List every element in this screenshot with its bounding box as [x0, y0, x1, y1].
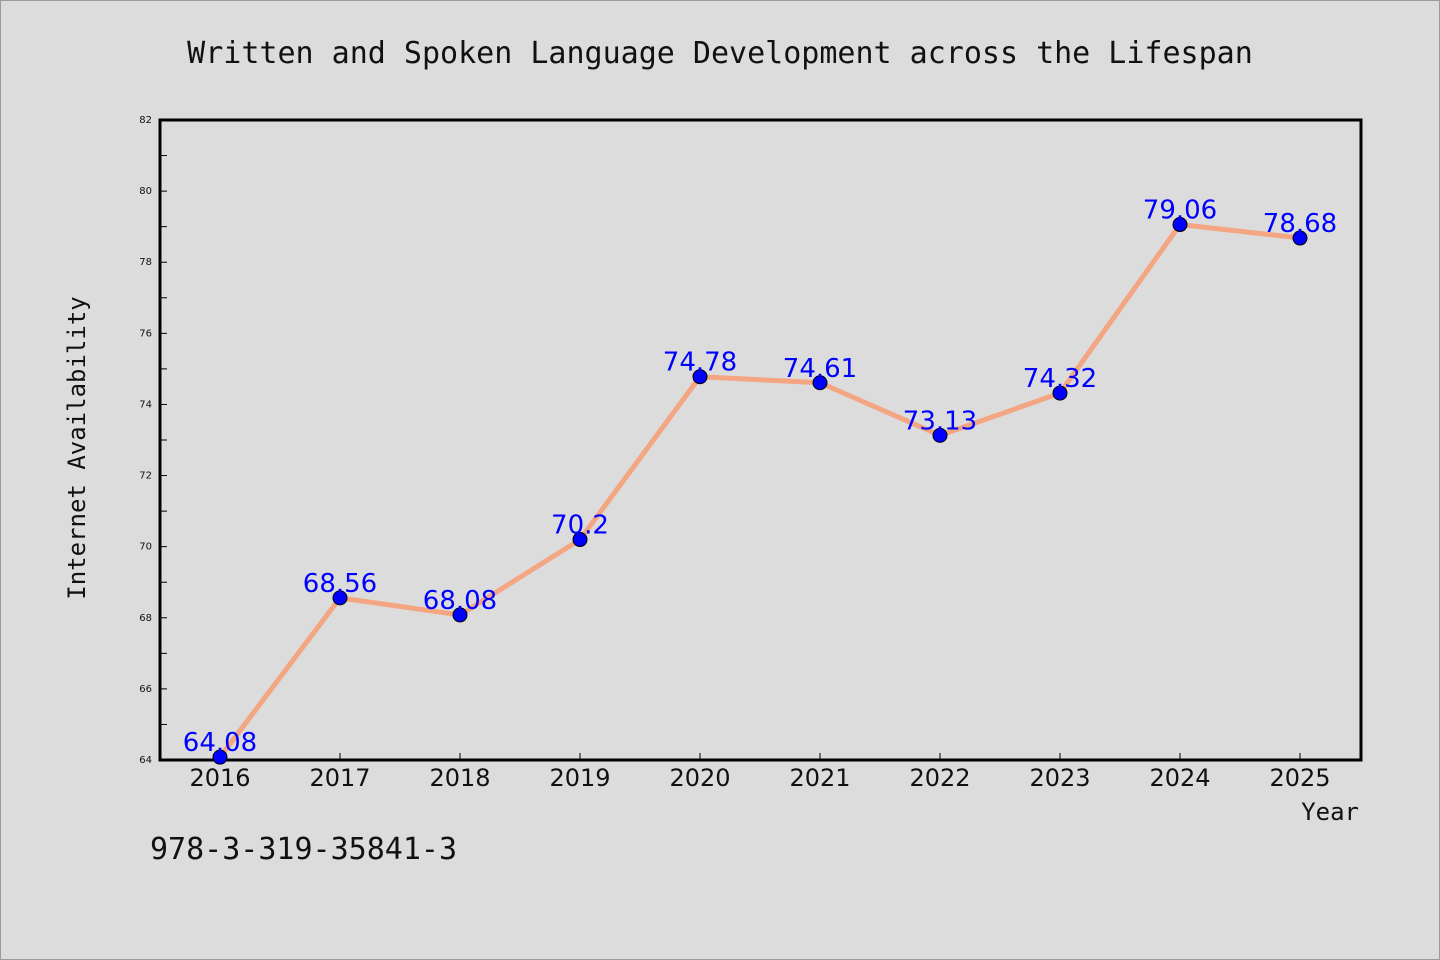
y-tick-label: 80: [139, 186, 152, 197]
data-point: [452, 607, 468, 623]
data-point: [572, 532, 588, 548]
series-line: [218, 222, 1301, 759]
chart-title: Written and Spoken Language Development …: [187, 36, 1253, 71]
data-point: [1292, 230, 1308, 246]
y-tick-label: 76: [139, 328, 152, 339]
y-axis: 64 66 68 70 72 74 76 78 80 82: [139, 115, 167, 766]
x-tick-label: 2021: [789, 764, 850, 792]
y-tick-label: 72: [139, 471, 152, 482]
data-label: 74.61: [783, 354, 857, 384]
data-point: [212, 749, 228, 765]
x-axis-label: Year: [1301, 798, 1359, 826]
x-tick-label: 2018: [429, 764, 490, 792]
data-label: 74.78: [663, 348, 737, 378]
x-tick-label: 2017: [309, 764, 370, 792]
x-tick-label: 2025: [1269, 764, 1330, 792]
x-tick-label: 2020: [669, 764, 730, 792]
x-tick-label: 2024: [1149, 764, 1210, 792]
y-tick-label: 82: [139, 115, 152, 126]
x-tick-label: 2016: [189, 764, 250, 792]
data-label: 73.13: [903, 406, 977, 436]
y-tick-label: 64: [139, 755, 152, 766]
data-point: [932, 427, 948, 443]
data-label: 64.08: [183, 728, 257, 758]
data-point: [812, 375, 828, 391]
y-axis-label: Internet Availability: [63, 296, 91, 599]
series-group: 64.08 68.56 68.08 70.2 74.78 74.61 73.13 74.32 7…: [183, 196, 1337, 765]
data-label: 74.32: [1023, 364, 1097, 394]
data-label: 68.56: [303, 569, 377, 599]
y-tick-label: 68: [139, 613, 152, 624]
data-label: 79.06: [1143, 196, 1217, 226]
x-tick-label: 2019: [549, 764, 610, 792]
data-label: 68.08: [423, 586, 497, 616]
data-label: 78.68: [1263, 209, 1337, 239]
y-tick-label: 66: [139, 684, 152, 695]
x-tick-label: 2022: [909, 764, 970, 792]
footer-code: 978-3-319-35841-3: [150, 832, 458, 867]
y-tick-label: 74: [139, 399, 152, 410]
x-tick-label: 2023: [1029, 764, 1090, 792]
data-point: [1172, 217, 1188, 233]
data-point: [1052, 385, 1068, 401]
data-point: [332, 590, 348, 606]
x-axis: 2016 2017 2018 2019 2020 2021 2022 2023 2024 2025: [189, 753, 1331, 792]
y-tick-label: 78: [139, 257, 152, 268]
y-tick-label: 70: [139, 542, 152, 553]
data-label: 70.2: [551, 511, 609, 541]
data-point: [692, 369, 708, 385]
